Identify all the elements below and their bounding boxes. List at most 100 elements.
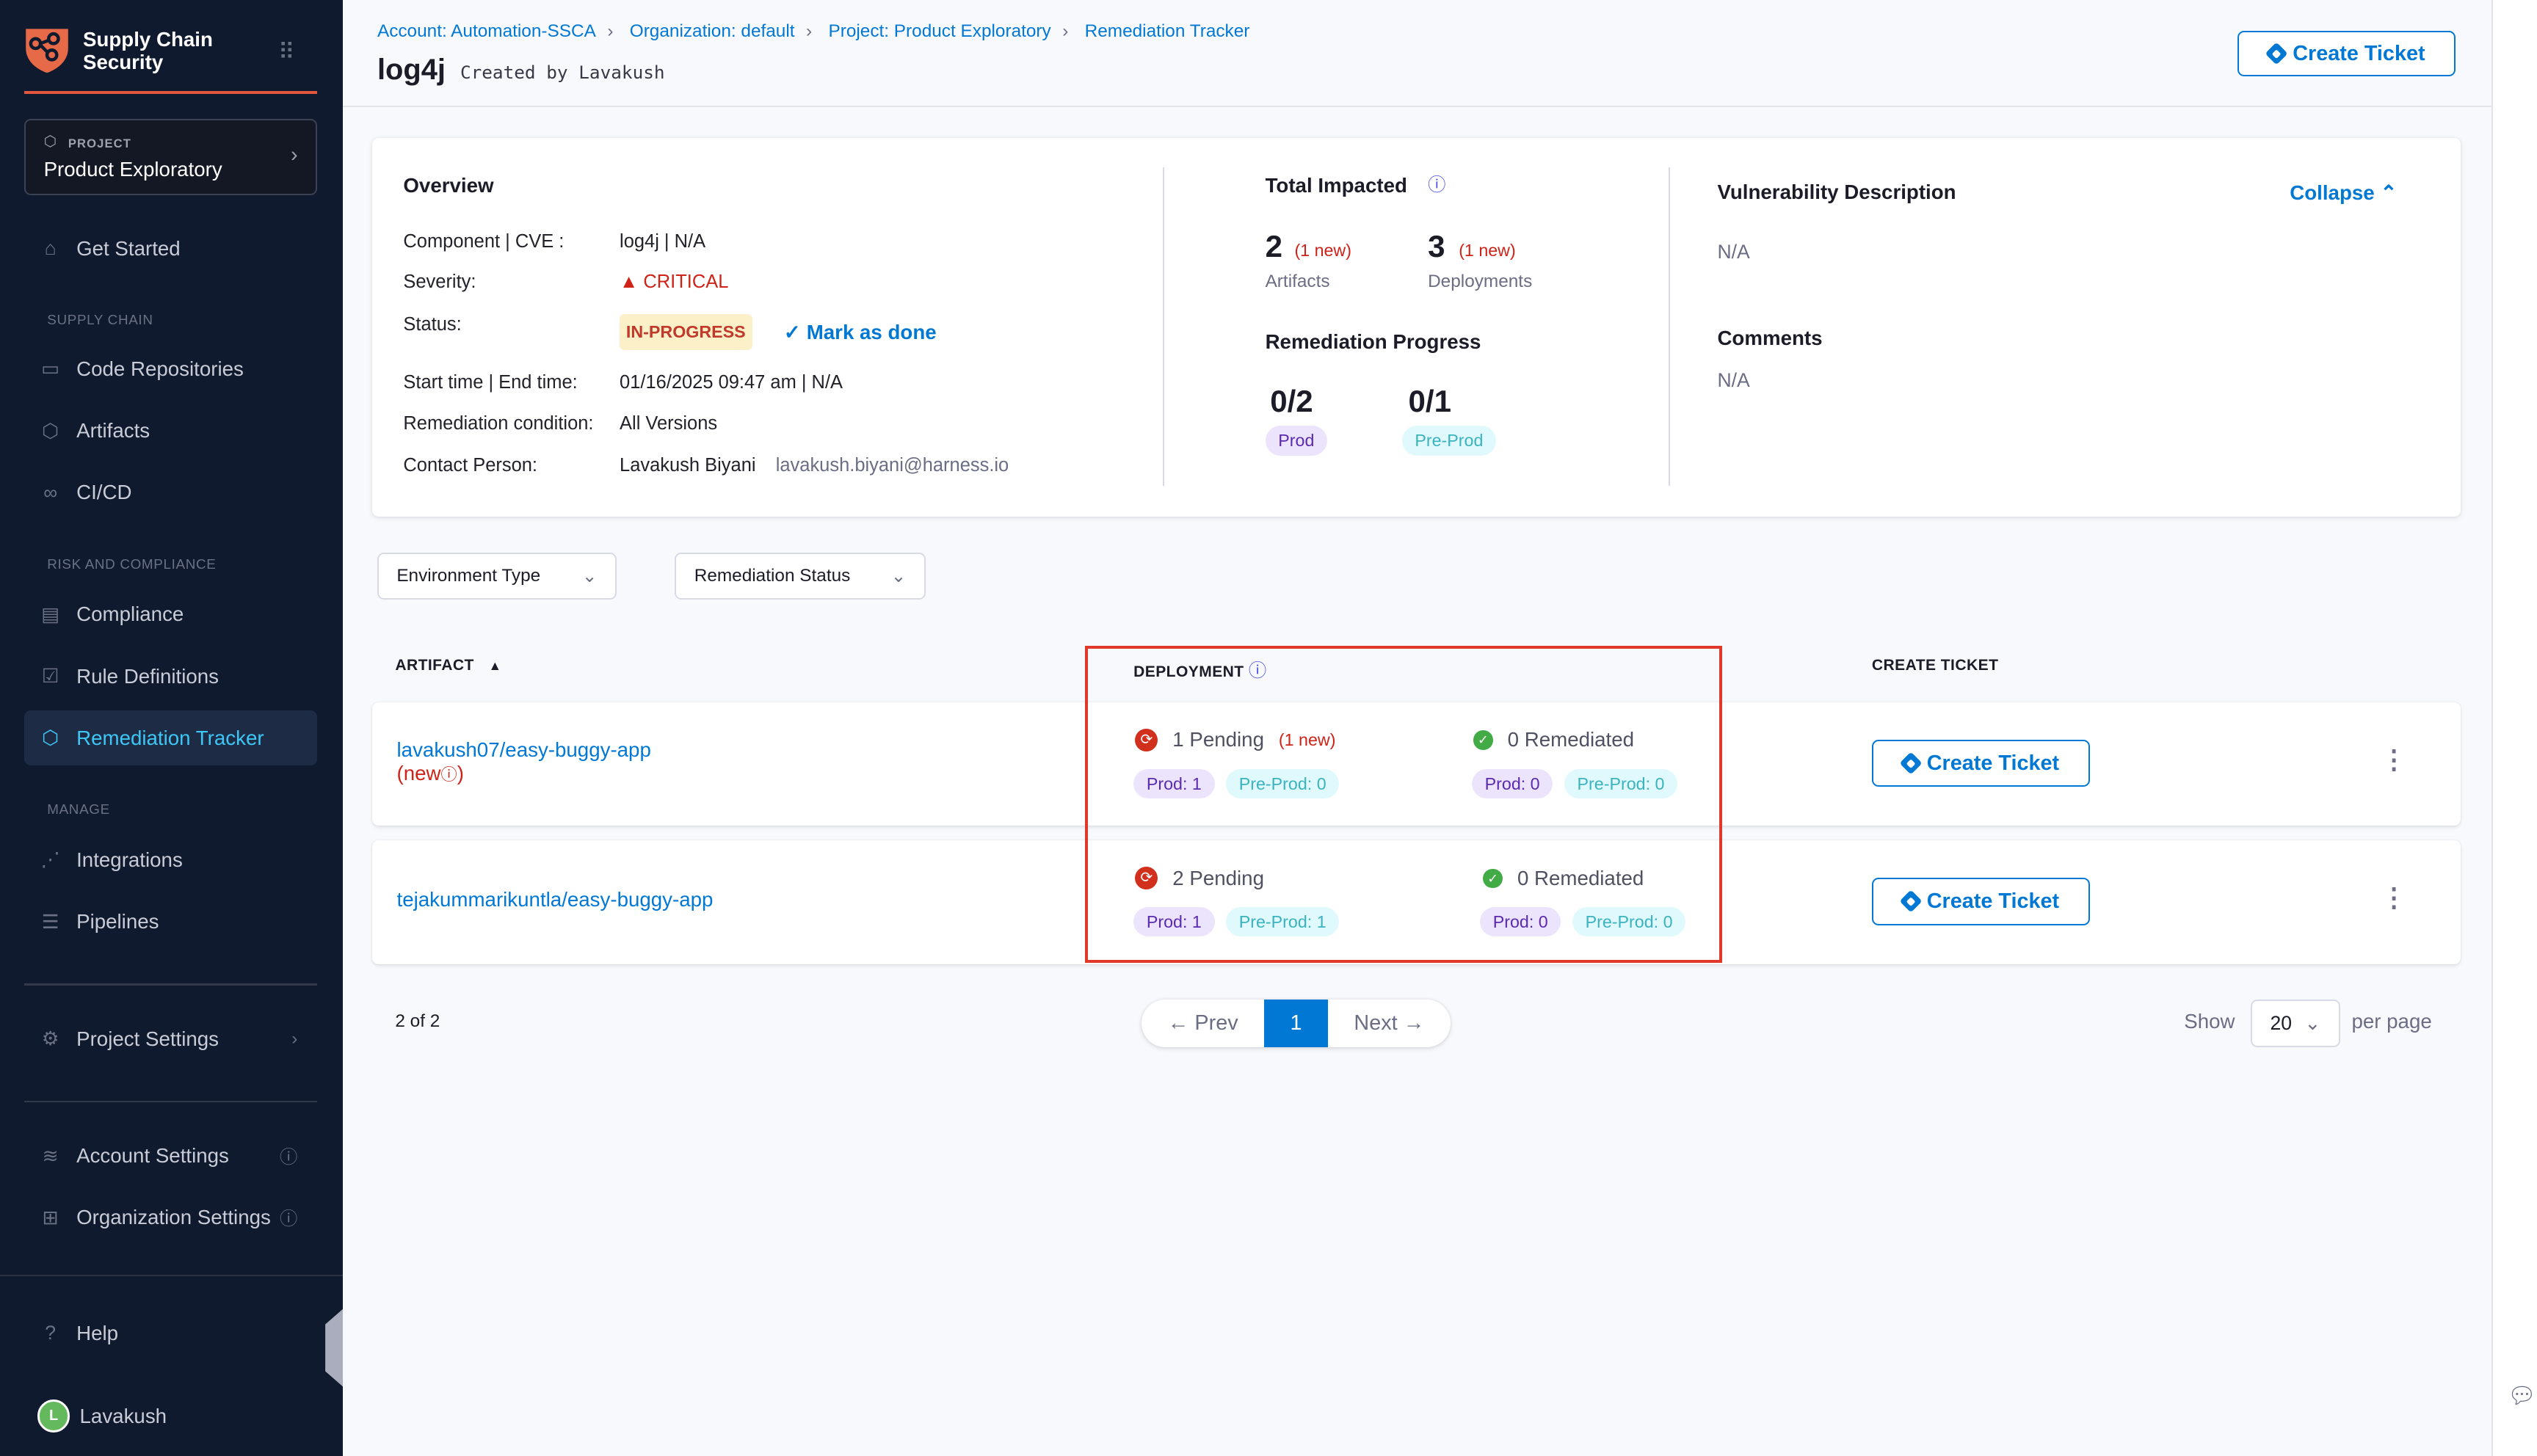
label: ARTIFACT [395, 657, 474, 674]
label: Get Started [76, 236, 181, 260]
sidebar-item-account-settings[interactable]: ≋ Account Settings ⓘ [24, 1128, 317, 1183]
label: 20 [2270, 1012, 2293, 1035]
info-icon[interactable]: ⓘ [440, 765, 457, 784]
table-row: tejakummarikuntla/easy-buggy-app ⟳ 2 Pend… [372, 840, 2461, 964]
label: DEPLOYMENT [1133, 663, 1244, 681]
sidebar-item-artifacts[interactable]: ⬡ Artifacts [24, 403, 317, 458]
label: Collapse [2290, 181, 2375, 204]
breadcrumb-organization[interactable]: Organization: default [629, 21, 795, 41]
contact-name: Lavakush Biyani [620, 455, 756, 476]
artifact-link[interactable]: lavakush07/easy-buggy-app [396, 738, 651, 761]
collapse-sidebar-handle[interactable] [325, 1308, 344, 1387]
avatar: L [37, 1399, 70, 1433]
page-1-button[interactable]: 1 [1264, 1000, 1328, 1047]
preprod-badge: Pre-Prod [1401, 426, 1497, 456]
create-ticket-button[interactable]: Create Ticket [1871, 740, 2090, 787]
org-gear-icon: ⊞ [42, 1206, 59, 1228]
main-content: Account: Automation-SSCA › Organization: … [343, 0, 2491, 1456]
environment-type-filter[interactable]: Environment Type ⌄ [377, 553, 617, 600]
pending-text: 1 Pending [1172, 728, 1264, 751]
artifact-cell: lavakush07/easy-buggy-app (newⓘ) [397, 738, 651, 785]
sidebar-item-cicd[interactable]: ∞ CI/CD [24, 465, 317, 520]
breadcrumb-account[interactable]: Account: Automation-SSCA [377, 21, 596, 41]
chevron-down-icon: ⌄ [2304, 1012, 2321, 1035]
artifact-link[interactable]: tejakummarikuntla/easy-buggy-app [396, 887, 714, 911]
remediated-summary: ✓ 0 Remediated [1483, 867, 1644, 890]
info-icon[interactable]: ⓘ [280, 1209, 298, 1229]
remediation-progress-title: Remediation Progress [1265, 330, 1481, 353]
label: Mark as done [806, 321, 937, 344]
sidebar-item-get-started[interactable]: ⌂ Get Started [24, 221, 317, 276]
artifacts-new: (1 new) [1294, 240, 1351, 260]
sidebar-item-remediation-tracker[interactable]: ⬡ Remediation Tracker [24, 710, 317, 766]
document-search-icon: ▤ [41, 603, 60, 625]
pending-icon: ⟳ [1135, 867, 1158, 890]
component-value: log4j | N/A [620, 230, 706, 252]
label: Code Repositories [76, 357, 244, 380]
label: Rule Definitions [76, 664, 219, 688]
pending-summary: ⟳ 1 Pending (1 new) [1135, 728, 1335, 751]
pending-preprod-badge: Pre-Prod: 0 [1226, 768, 1340, 799]
divider [24, 1100, 317, 1103]
label: Remediation Status [694, 566, 851, 586]
project-label: PROJECT [68, 136, 132, 150]
column-artifact[interactable]: ARTIFACT ▲ [395, 657, 501, 674]
sort-up-icon[interactable]: ▲ [488, 658, 502, 674]
help-chat-icon: ? [45, 1322, 57, 1344]
label: Integrations [76, 848, 183, 871]
create-ticket-button[interactable]: Create Ticket [1871, 878, 2090, 925]
user-profile[interactable]: L Lavakush [37, 1399, 167, 1433]
collapse-button[interactable]: Collapse ⌃ [2290, 181, 2397, 205]
section-risk: RISK AND COMPLIANCE [47, 556, 217, 572]
user-name: Lavakush [79, 1404, 167, 1427]
breadcrumb-project[interactable]: Project: Product Exploratory [828, 21, 1051, 41]
project-selector[interactable]: ⬡ PROJECT Product Exploratory › [24, 118, 317, 195]
sidebar-item-compliance[interactable]: ▤ Compliance [24, 587, 317, 642]
total-impacted-title: Total Impacted [1265, 174, 1407, 197]
severity-text: CRITICAL [643, 271, 729, 292]
check-icon: ✓ [783, 321, 801, 344]
chevron-down-icon: ⌄ [581, 567, 598, 587]
remediation-status-filter[interactable]: Remediation Status ⌄ [675, 553, 926, 600]
more-options-icon[interactable]: ⋮ [2381, 882, 2407, 912]
pending-text: 2 Pending [1172, 866, 1264, 889]
sidebar-item-project-settings[interactable]: ⚙ Project Settings › [24, 1011, 317, 1066]
info-icon[interactable]: ⓘ [1248, 661, 1267, 682]
label: Compliance [76, 603, 184, 626]
more-options-icon[interactable]: ⋮ [2381, 744, 2407, 774]
sidebar-item-pipelines[interactable]: ☰ Pipelines [24, 894, 317, 949]
section-supply-chain: SUPPLY CHAIN [47, 312, 153, 328]
prev-page-button[interactable]: ← Prev [1167, 1011, 1238, 1035]
time-value: 01/16/2025 09:47 am | N/A [620, 372, 843, 393]
app-grid-icon[interactable]: ⠿ [277, 39, 295, 65]
label: Create Ticket [2293, 41, 2425, 65]
code-repo-icon: ▭ [41, 357, 60, 380]
contact-email[interactable]: lavakush.biyani@harness.io [775, 455, 1009, 476]
sidebar-item-code-repositories[interactable]: ▭ Code Repositories [24, 341, 317, 396]
sidebar-item-integrations[interactable]: ⋰ Integrations [24, 832, 317, 887]
info-icon[interactable]: ⓘ [280, 1147, 298, 1168]
create-ticket-button[interactable]: Create Ticket [2237, 31, 2456, 77]
overview-title: Overview [403, 174, 494, 197]
sidebar-item-organization-settings[interactable]: ⊞ Organization Settings ⓘ [24, 1190, 317, 1245]
contact-label: Contact Person: [403, 455, 538, 476]
info-icon[interactable]: ⓘ [1428, 175, 1446, 195]
home-icon: ⌂ [44, 237, 57, 260]
new-text: (new [396, 761, 441, 785]
new-tag: (newⓘ) [397, 762, 651, 785]
mark-as-done-button[interactable]: ✓ Mark as done [784, 320, 937, 344]
chat-icon[interactable]: 💬︎ [2507, 1383, 2537, 1409]
sidebar-item-rule-definitions[interactable]: ☑ Rule Definitions [24, 649, 317, 704]
sidebar-item-help[interactable]: ? Help [24, 1306, 317, 1361]
remediation-icon: ⬡ [42, 727, 59, 749]
chevron-down-icon: ⌄ [890, 567, 907, 587]
breadcrumb-remediation-tracker[interactable]: Remediation Tracker [1084, 21, 1250, 41]
check-circle-icon: ✓ [1483, 868, 1503, 889]
page-size-select[interactable]: 20 ⌄ [2251, 1000, 2340, 1047]
layers-gear-icon: ≋ [42, 1144, 59, 1167]
next-page-button[interactable]: Next → [1354, 1011, 1425, 1035]
remediated-text: 0 Remediated [1517, 866, 1644, 889]
clipboard-check-icon: ☑ [41, 665, 59, 688]
chevron-right-icon: › [291, 1028, 298, 1049]
chevron-right-icon: › [291, 142, 298, 167]
